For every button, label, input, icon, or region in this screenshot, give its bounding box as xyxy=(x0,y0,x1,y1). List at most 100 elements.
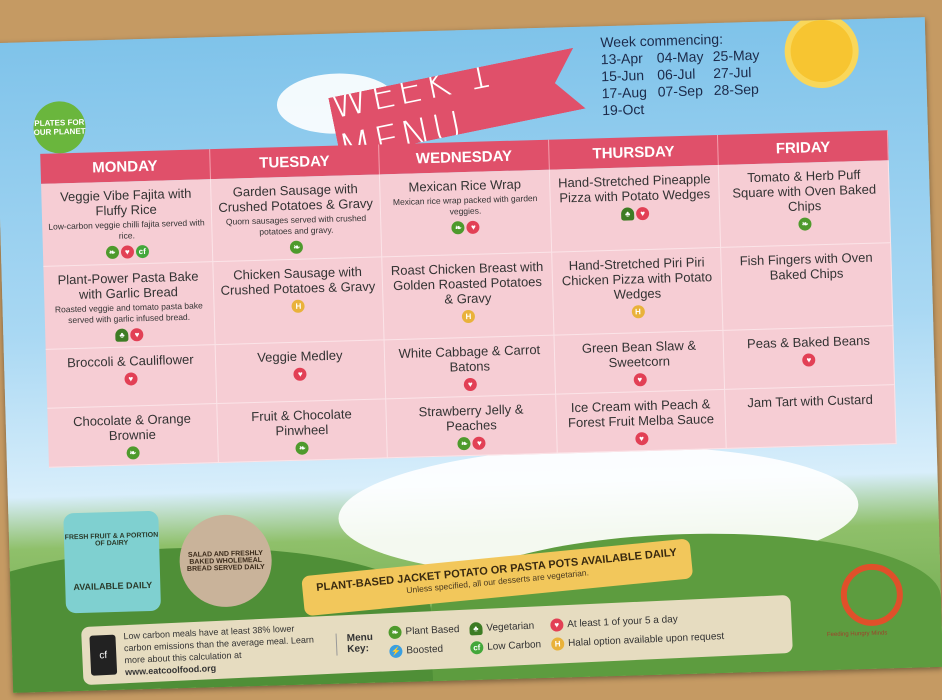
dietary-icons: ❧ xyxy=(798,217,812,231)
menu-key-label: Menu Key: xyxy=(335,631,382,656)
dish-name: Chicken Sausage with Crushed Potatoes & … xyxy=(220,263,376,298)
key-item-label: Plant Based xyxy=(405,623,460,638)
dietary-icons: ♥ xyxy=(463,377,477,392)
week-dates: 13-Apr 04-May 25-May 15-Jun 06-Jul 27-Jul 17-A… xyxy=(601,47,771,120)
plant-icon: ❧ xyxy=(451,221,466,235)
fiveaday-icon: ♥ xyxy=(124,372,138,386)
menu-item: Broccoli & Cauliflower ♥ xyxy=(45,345,217,409)
menu-item: Mexican Rice Wrap Mexican rice wrap packe… xyxy=(380,169,552,258)
key-item-boosted: ⚡ Boosted xyxy=(389,642,460,659)
day-header-friday: FRIDAY xyxy=(718,130,889,165)
week-date: 07-Sep xyxy=(657,82,704,100)
carbon-note: Low carbon meals have at least 38% lower… xyxy=(123,621,325,678)
dish-name: Strawberry Jelly & Peaches xyxy=(418,401,524,434)
dish-description: Quorn sausages served with crushed potat… xyxy=(225,212,367,237)
menu-item: Jam Tart with Custard xyxy=(725,385,897,449)
lowcarbon-icon: cf xyxy=(135,244,149,259)
menu-item: Chicken Sausage with Crushed Potatoes & … xyxy=(212,257,385,346)
dish-name: Garden Sausage with Crushed Potatoes & G… xyxy=(218,181,374,215)
menu-item: Hand-Stretched Piri Piri Chicken Pizza w… xyxy=(551,247,724,336)
dietary-icons: ♥ xyxy=(634,432,649,446)
dish-name: Veggie Medley xyxy=(257,347,343,365)
dish-name: Fruit & Chocolate Pinwheel xyxy=(251,406,352,439)
dish-name: Peas & Baked Beans xyxy=(746,332,871,352)
halal-icon: H xyxy=(631,305,645,319)
plant-icon: ❧ xyxy=(126,446,140,460)
dish-name: White Cabbage & Carrot Batons xyxy=(398,342,541,375)
menu-item: Green Bean Slaw & Sweetcorn ♥ xyxy=(554,330,726,395)
dish-name: Plant-Power Pasta Bake with Garlic Bread xyxy=(57,268,199,302)
key-item-label: At least 1 of your 5 a day xyxy=(566,614,678,631)
key-item-plant: ❧ Plant Based xyxy=(388,623,460,640)
day-header-tuesday: TUESDAY xyxy=(209,144,381,180)
eatcoolfood-link[interactable]: www.eatcoolfood.org xyxy=(124,663,217,678)
lowcarbon-icon: cf xyxy=(469,640,484,655)
plant-icon: ❧ xyxy=(290,240,304,254)
menu-item: Chocolate & Orange Brownie ❧ xyxy=(47,404,219,468)
vegetarian-icon: ♣ xyxy=(469,621,483,636)
fiveaday-icon: ♥ xyxy=(466,220,481,235)
key-item-label: Low Carbon xyxy=(487,639,542,653)
dietary-icons: ♣ ♥ xyxy=(621,206,650,221)
fiveaday-icon: ♥ xyxy=(293,367,308,381)
week-date: 25-May xyxy=(712,46,760,65)
halal-icon: H xyxy=(461,309,476,324)
menu-item: Veggie Vibe Fajita with Fluffy Rice Low-c… xyxy=(41,179,213,267)
week-date: 17-Aug xyxy=(601,83,648,102)
key-item-label: Halal option available upon request xyxy=(567,630,725,650)
dietary-icons: ❧ ♥ cf xyxy=(105,244,149,260)
key-column: ♥ At least 1 of your 5 a day H Halal option… xyxy=(549,611,725,651)
week-date: 28-Sep xyxy=(713,80,760,99)
dietary-icons: H xyxy=(631,305,645,319)
fiveaday-icon: ♥ xyxy=(636,206,650,221)
menu-item: Plant-Power Pasta Bake with Garlic Bread… xyxy=(43,262,216,350)
week-date: 19-Oct xyxy=(601,101,645,119)
menu-item: Hand-Stretched Pineapple Pizza with Pota… xyxy=(549,164,722,253)
week-date: 15-Jun xyxy=(601,67,645,85)
day-header-thursday: THURSDAY xyxy=(548,134,720,170)
dish-description: Roasted veggie and tomato pasta bake ser… xyxy=(54,300,203,326)
dietary-icons: H xyxy=(461,309,476,324)
dish-name: Fish Fingers with Oven Baked Chips xyxy=(739,249,873,283)
week-commencing: Week commencing: 13-Apr 04-May 25-May 15-Ju… xyxy=(600,30,770,120)
menu-item: Ice Cream with Peach & Forest Fruit Melb… xyxy=(555,389,728,454)
fiveaday-icon: ♥ xyxy=(130,328,144,342)
menu-item: Tomato & Herb Puff Square with Oven Bake… xyxy=(719,160,892,248)
fiveaday-icon: ♥ xyxy=(633,373,647,387)
dietary-icons: ♥ xyxy=(124,372,138,386)
dietary-icons: H xyxy=(291,299,306,313)
vegetarian-icon: ♣ xyxy=(115,328,129,342)
plant-icon: ❧ xyxy=(798,217,812,231)
dish-name: Green Bean Slaw & Sweetcorn xyxy=(581,337,697,371)
dietary-icons: ♥ xyxy=(293,367,308,381)
key-column: ❧ Plant Based ⚡ Boosted xyxy=(388,623,460,659)
key-item-lowcarbon: cf Low Carbon xyxy=(469,638,542,655)
key-item-vegetarian: ♣ Vegetarian xyxy=(469,619,540,636)
sun-illustration xyxy=(789,19,854,83)
fiveaday-icon: ♥ xyxy=(120,245,134,259)
dish-description: Low-carbon veggie chilli fajita served w… xyxy=(48,217,205,241)
menu-item: Fish Fingers with Oven Baked Chips xyxy=(721,243,894,331)
halal-icon: H xyxy=(291,299,306,313)
menu-item: Strawberry Jelly & Peaches ❧ ♥ xyxy=(386,394,558,459)
cool-food-logo: cf xyxy=(89,634,118,676)
key-item-halal: H Halal option available upon request xyxy=(550,630,725,651)
fiveaday-icon: ♥ xyxy=(549,618,564,632)
dietary-icons: ❧ xyxy=(295,441,310,455)
plant-icon: ❧ xyxy=(295,441,310,455)
plates-for-our-planet-logo: PLATES FOR OUR PLANET xyxy=(32,100,87,155)
dish-name: Jam Tart with Custard xyxy=(747,391,874,411)
menu-item: Peas & Baked Beans ♥ xyxy=(723,326,896,390)
week-date: 27-Jul xyxy=(712,64,752,82)
logo-text: PLATES FOR OUR PLANET xyxy=(33,117,86,138)
dish-name: Tomato & Herb Puff Square with Oven Bake… xyxy=(732,167,877,215)
dish-name: Hand-Stretched Pineapple Pizza with Pota… xyxy=(557,171,711,206)
day-header-monday: MONDAY xyxy=(40,149,211,184)
dietary-icons: ❧ ♥ xyxy=(451,220,481,235)
key-item-label: Vegetarian xyxy=(486,620,535,634)
dietary-icons: ♥ xyxy=(633,373,647,387)
day-header-wednesday: WEDNESDAY xyxy=(379,139,550,175)
dietary-icons: ♣ ♥ xyxy=(115,328,144,342)
dish-name: Mexican Rice Wrap xyxy=(408,176,522,195)
dish-name: Broccoli & Cauliflower xyxy=(66,351,194,371)
